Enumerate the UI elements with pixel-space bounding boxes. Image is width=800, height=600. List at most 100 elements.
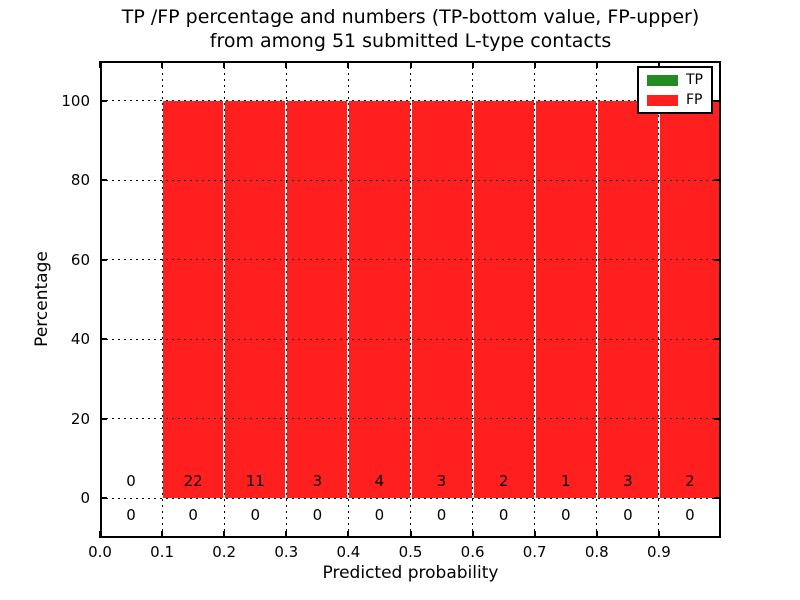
plot-area: TP FP 0 0 22 0 11 0 3 0 4 0 3 0 2 0 1 0 3 0 2 0 (99, 61, 721, 538)
tp-count-label: 0 (312, 506, 323, 525)
legend-item-fp: FP (647, 93, 703, 107)
x-tick-label: 0.8 (584, 543, 609, 561)
fp-count-label: 2 (685, 472, 695, 491)
y-tick-mark (714, 338, 721, 341)
v-gridline (161, 61, 163, 538)
y-tick-mark (100, 338, 107, 341)
fp-bar (410, 100, 473, 499)
x-tick-mark (409, 531, 412, 538)
y-tick-mark (100, 179, 107, 182)
y-tick-label: 0 (80, 489, 90, 508)
fp-bar (658, 100, 721, 499)
v-gridline (223, 61, 225, 538)
x-tick-mark (471, 531, 474, 538)
fp-count-label: 2 (498, 472, 509, 491)
fp-bar (162, 100, 225, 499)
x-tick-mark (533, 61, 536, 68)
x-tick-mark (657, 531, 660, 538)
y-axis-label: Percentage (32, 251, 52, 347)
fp-color-swatch (647, 94, 678, 106)
x-tick-mark (223, 61, 226, 68)
y-tick-mark (100, 417, 107, 420)
tp-count-label: 0 (436, 506, 447, 525)
fp-bar (286, 100, 349, 499)
y-tick-label: 40 (70, 330, 90, 349)
x-tick-mark (99, 531, 101, 538)
x-tick-label: 0.4 (336, 543, 361, 561)
v-gridline (347, 61, 349, 538)
x-tick-label: 0.9 (646, 543, 671, 561)
x-tick-mark (347, 61, 350, 68)
tp-count-label: 0 (126, 506, 136, 525)
v-gridline (410, 61, 411, 538)
x-tick-mark (471, 61, 474, 68)
v-gridline (285, 61, 287, 538)
v-gridline (596, 61, 598, 538)
y-tick-label: 20 (70, 409, 90, 428)
y-tick-mark (714, 99, 721, 102)
legend: TP FP (637, 66, 713, 114)
y-tick-mark (714, 497, 721, 500)
x-tick-label: 0.6 (460, 543, 485, 561)
x-tick-mark (285, 531, 288, 538)
tp-count-label: 0 (374, 506, 385, 525)
v-gridline (658, 61, 660, 538)
x-tick-mark (99, 61, 101, 68)
x-tick-mark (223, 531, 226, 538)
y-tick-mark (100, 497, 107, 500)
tp-count-label: 0 (560, 506, 571, 525)
y-tick-label: 80 (70, 171, 90, 190)
tp-count-label: 0 (498, 506, 509, 525)
left-spine (100, 61, 102, 538)
y-tick-mark (714, 179, 721, 182)
chart-title-line2: from among 51 submitted L-type contacts (209, 30, 612, 52)
chart-title-line1: TP /FP percentage and numbers (TP-bottom… (121, 6, 700, 28)
x-tick-mark (595, 531, 598, 538)
fp-bar (472, 100, 535, 499)
fp-count-label: 22 (183, 472, 203, 491)
tp-count-label: 0 (623, 506, 633, 525)
tp-count-label: 0 (250, 506, 261, 525)
fp-count-label: 3 (312, 472, 323, 491)
fp-bar (348, 100, 411, 499)
x-tick-mark (533, 531, 536, 538)
x-tick-mark (161, 531, 164, 538)
fp-bar (534, 100, 597, 499)
v-gridline (534, 61, 536, 538)
tp-count-label: 0 (685, 506, 695, 525)
fp-count-label: 11 (245, 472, 265, 491)
legend-label-fp: FP (686, 92, 703, 108)
legend-label-tp: TP (686, 72, 703, 88)
x-tick-label: 0.2 (212, 543, 237, 561)
fp-count-label: 0 (126, 472, 136, 491)
x-tick-label: 0.0 (88, 543, 112, 561)
y-tick-mark (714, 417, 721, 420)
x-tick-label: 0.3 (274, 543, 299, 561)
fp-count-label: 3 (436, 472, 447, 491)
x-tick-label: 0.7 (522, 543, 547, 561)
chart-title: TP /FP percentage and numbers (TP-bottom… (100, 5, 721, 53)
x-axis-label: Predicted probability (322, 563, 499, 583)
fp-bar (224, 100, 287, 499)
v-gridline (472, 61, 474, 538)
x-tick-label: 0.5 (398, 543, 423, 561)
x-tick-label: 0.1 (150, 543, 175, 561)
y-tick-label: 100 (61, 91, 90, 110)
tp-count-label: 0 (188, 506, 198, 525)
fp-bar (596, 100, 659, 499)
right-spine (719, 61, 721, 538)
fp-count-label: 4 (374, 472, 385, 491)
x-tick-mark (657, 61, 660, 68)
fp-count-label: 1 (560, 472, 571, 491)
fp-count-label: 3 (623, 472, 633, 491)
y-tick-mark (100, 99, 107, 102)
x-tick-mark (161, 61, 164, 68)
x-tick-mark (347, 531, 350, 538)
y-tick-mark (714, 258, 721, 261)
legend-item-tp: TP (647, 73, 703, 87)
y-tick-label: 60 (70, 250, 90, 269)
tp-color-swatch (647, 74, 678, 86)
x-tick-mark (595, 61, 598, 68)
y-tick-mark (100, 258, 107, 261)
